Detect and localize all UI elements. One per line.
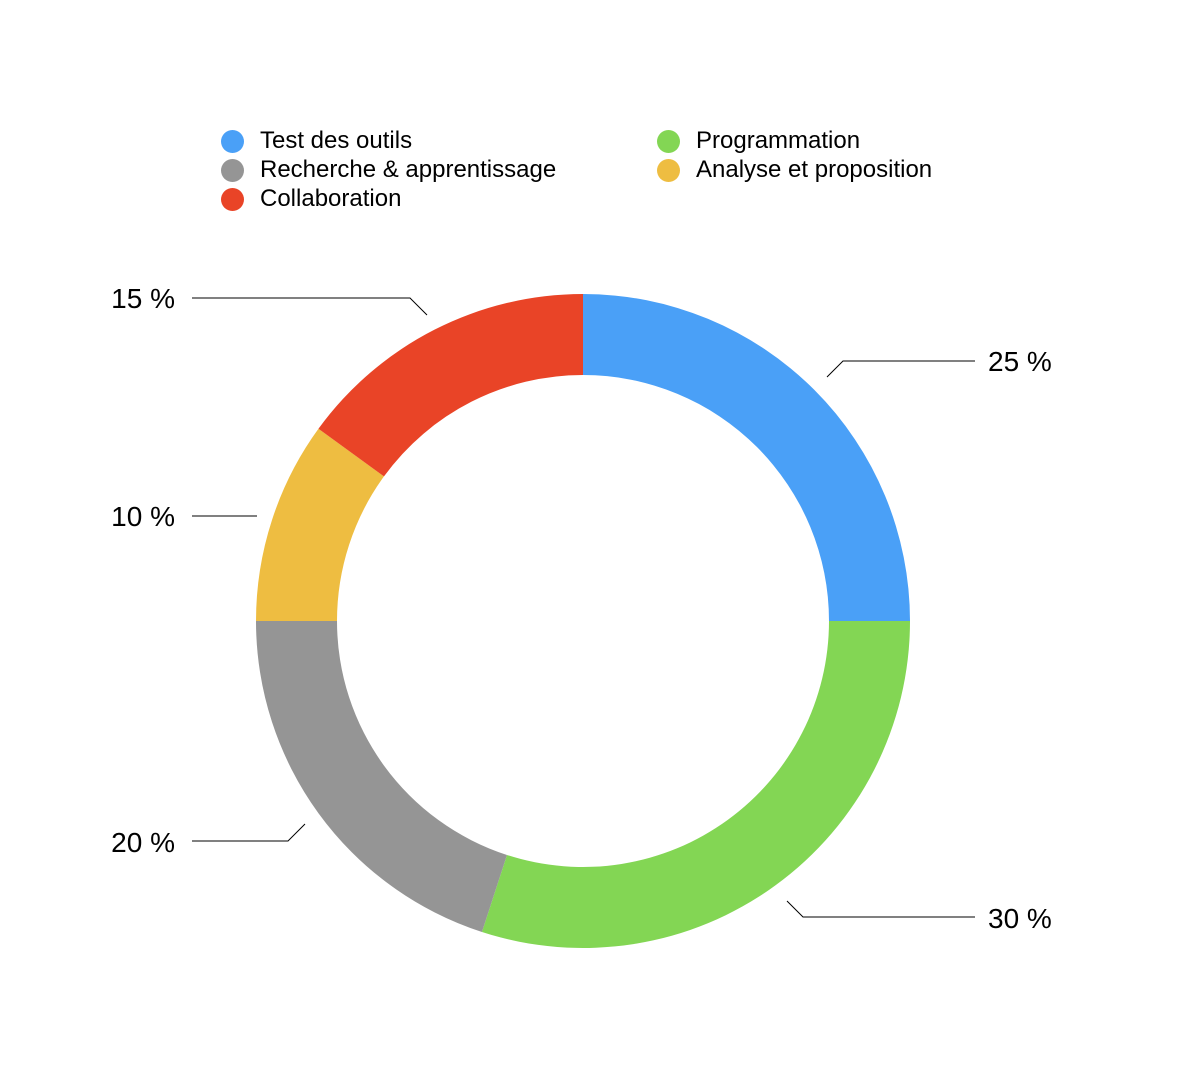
legend-label: Recherche & apprentissage xyxy=(260,156,557,183)
percent-labels: 25 % 30 % 20 % 10 % 15 % xyxy=(111,283,1052,934)
donut-slice-4 xyxy=(318,294,583,477)
legend-swatch xyxy=(657,158,680,182)
legend-label: Test des outils xyxy=(260,127,413,154)
leader-line-1 xyxy=(786,900,975,918)
legend-swatch xyxy=(221,129,244,153)
leader-line-2 xyxy=(192,823,306,842)
legend-label: Programmation xyxy=(696,127,861,154)
donut-slice-1 xyxy=(481,621,910,949)
chart-legend: Test des outils Recherche & apprentissag… xyxy=(0,0,1188,220)
legend-label: Collaboration xyxy=(260,185,402,212)
legend-item-recherche-apprentissage: Recherche & apprentissage xyxy=(221,155,556,185)
percent-label-2: 20 % xyxy=(111,827,175,858)
legend-swatch xyxy=(221,158,244,182)
donut-slices xyxy=(256,294,910,949)
donut-slice-0 xyxy=(583,294,910,621)
legend-item-collaboration: Collaboration xyxy=(221,184,401,214)
legend-item-programmation: Programmation xyxy=(657,126,860,156)
legend-swatch xyxy=(221,187,244,211)
leader-line-4 xyxy=(192,297,428,316)
legend-item-analyse-et-proposition: Analyse et proposition xyxy=(657,155,932,185)
legend-swatch xyxy=(657,129,680,153)
legend-label: Analyse et proposition xyxy=(696,156,933,183)
donut-slice-3 xyxy=(256,428,384,621)
percent-label-0: 25 % xyxy=(988,346,1052,377)
leader-lines xyxy=(192,297,975,918)
percent-label-4: 15 % xyxy=(111,283,175,314)
leader-line-0 xyxy=(826,360,975,378)
percent-label-1: 30 % xyxy=(988,903,1052,934)
donut-slice-2 xyxy=(256,621,507,932)
legend-item-test-des-outils: Test des outils xyxy=(221,126,412,156)
percent-label-3: 10 % xyxy=(111,501,175,532)
